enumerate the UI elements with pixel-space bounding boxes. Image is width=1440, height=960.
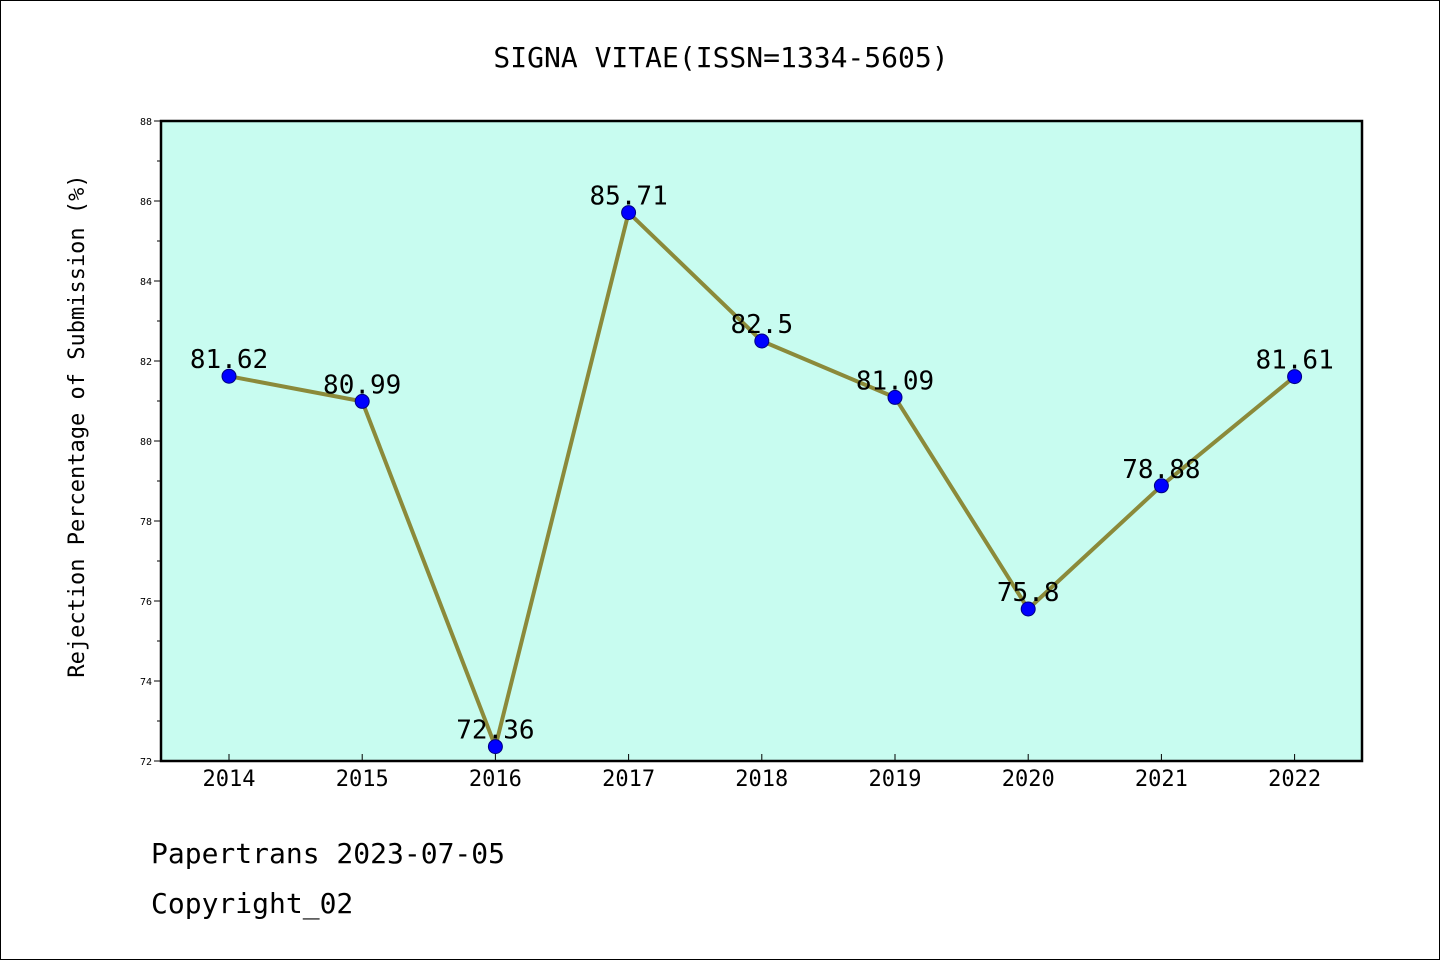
data-point-2018 <box>754 333 770 349</box>
y-tick-label-78: 78 <box>140 517 152 528</box>
y-axis-ticks: 72 74 76 78 80 82 84 86 88 <box>140 117 161 768</box>
x-tick-label-2022: 2022 <box>1268 767 1321 792</box>
x-axis-ticks: 2014 2015 2016 2017 2018 2019 2020 2021 2022 <box>203 754 1321 792</box>
y-tick-label-82: 82 <box>140 357 152 368</box>
plot-area <box>161 121 1362 761</box>
data-point-2021 <box>1153 478 1169 494</box>
data-labels: 81.62 80.99 72.36 85.71 82.5 81.09 75.8 78.88 81… <box>190 182 1334 746</box>
footer-copyright: Copyright_02 <box>151 887 354 920</box>
y-tick-label-80: 80 <box>140 437 152 448</box>
x-tick-label-2015: 2015 <box>336 767 389 792</box>
data-label-2014: 81.62 <box>190 345 268 375</box>
data-point-2019 <box>887 389 903 405</box>
data-point-2014 <box>221 368 237 384</box>
x-tick-label-2020: 2020 <box>1002 767 1055 792</box>
x-tick-label-2019: 2019 <box>869 767 922 792</box>
data-label-2018: 82.5 <box>730 310 793 340</box>
data-point-2016 <box>487 739 503 755</box>
y-tick-label-74: 74 <box>140 677 152 688</box>
x-tick-label-2021: 2021 <box>1135 767 1188 792</box>
data-label-2019: 81.09 <box>856 366 934 396</box>
data-label-2021: 78.88 <box>1122 455 1200 485</box>
y-tick-label-86: 86 <box>140 197 152 208</box>
data-label-2020: 75.8 <box>997 578 1060 608</box>
data-label-2022: 81.61 <box>1255 346 1333 376</box>
data-label-2016: 72.36 <box>456 716 534 746</box>
data-label-2015: 80.99 <box>323 370 401 400</box>
footer-source: Papertrans 2023-07-05 <box>151 837 506 870</box>
x-tick-label-2018: 2018 <box>735 767 788 792</box>
x-tick-label-2014: 2014 <box>203 767 256 792</box>
x-tick-label-2017: 2017 <box>602 767 655 792</box>
y-tick-label-84: 84 <box>140 277 152 288</box>
data-point-2020 <box>1020 601 1036 617</box>
plot-frame <box>159 119 1364 763</box>
y-axis-label: Rejection Percentage of Submission (%) <box>65 174 90 677</box>
data-point-2022 <box>1287 369 1303 385</box>
chart-title: SIGNA VITAE(ISSN=1334-5605) <box>493 41 948 74</box>
data-points <box>221 205 1303 755</box>
y-tick-label-88: 88 <box>140 117 152 128</box>
y-tick-label-72: 72 <box>140 757 152 768</box>
data-point-2017 <box>621 205 637 221</box>
x-tick-label-2016: 2016 <box>469 767 522 792</box>
data-label-2017: 85.71 <box>589 182 667 212</box>
data-point-2015 <box>354 393 370 409</box>
y-tick-label-76: 76 <box>140 597 152 608</box>
